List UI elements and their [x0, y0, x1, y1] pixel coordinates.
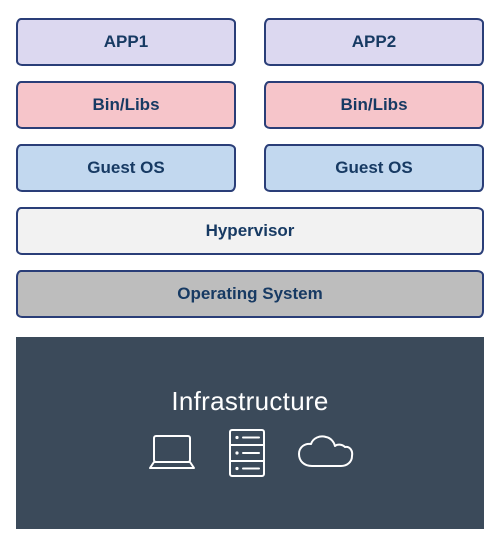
infrastructure-title: Infrastructure: [171, 386, 328, 417]
block-guestos-right: Guest OS: [264, 144, 484, 192]
block-binlibs-left: Bin/Libs: [16, 81, 236, 129]
block-binlibs-right: Bin/Libs: [264, 81, 484, 129]
infrastructure-icons: [144, 427, 356, 479]
infrastructure-panel: Infrastructure: [16, 337, 484, 529]
block-os: Operating System: [16, 270, 484, 318]
layer-binlibs: Bin/Libs Bin/Libs: [16, 81, 484, 129]
server-icon: [226, 427, 268, 479]
layer-guestos: Guest OS Guest OS: [16, 144, 484, 192]
block-hypervisor: Hypervisor: [16, 207, 484, 255]
cloud-icon: [294, 432, 356, 474]
layer-apps: APP1 APP2: [16, 18, 484, 66]
block-guestos-left: Guest OS: [16, 144, 236, 192]
block-app1: APP1: [16, 18, 236, 66]
block-app2: APP2: [264, 18, 484, 66]
laptop-icon: [144, 431, 200, 475]
